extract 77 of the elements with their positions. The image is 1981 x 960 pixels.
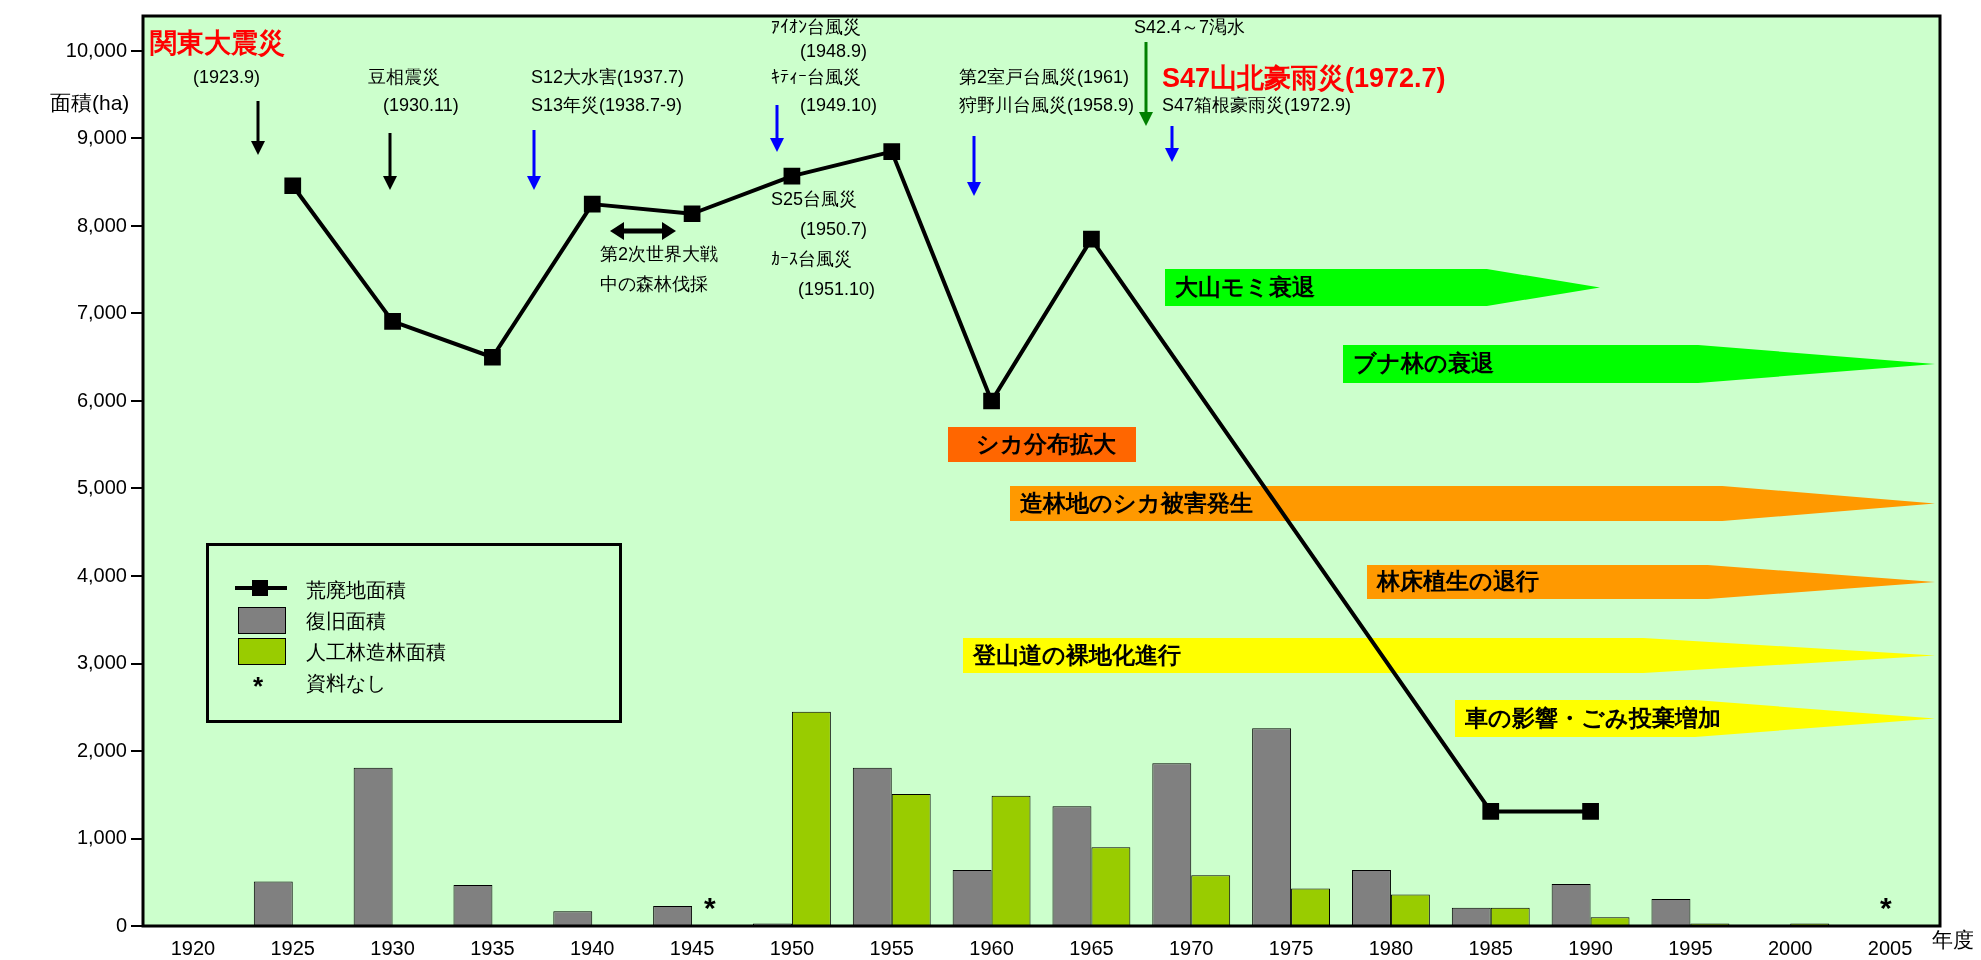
point [284,177,302,195]
annotation: S47山北豪雨災(1972.7) [1162,63,1446,93]
annotation: 大山モミ衰退 [1175,273,1315,300]
y-tick-label: 0 [115,913,127,936]
y-tick-label: 5,000 [76,476,127,499]
point [983,392,1000,410]
annotation: ｷﾃｨｰ台風災 [771,67,861,87]
annotation: (1951.10) [798,279,876,299]
annotation: (1950.7) [800,219,868,239]
x-tick-label: 1980 [1368,936,1414,959]
x-tick-label: 1995 [1668,936,1713,959]
point [883,143,901,160]
x-tick-label: 1965 [1069,936,1114,959]
annotation: (1948.9) [800,41,868,61]
point [1083,230,1100,248]
annotation: * [253,671,264,701]
annotation: 中の森林伐採 [600,274,708,294]
y-tick-label: 4,000 [76,563,127,586]
x-tick-label: 1940 [570,936,615,959]
annotation: 林床植生の退行 [1377,568,1539,594]
annotation: S42.4～7渇水 [1134,17,1246,37]
annotation: ブナ林の衰退 [1353,350,1494,376]
annotation: (1923.9) [193,67,261,87]
annotation: 第2室戸台風災(1961) [959,67,1130,87]
x-tick-label: 1950 [769,936,815,959]
legend-label: 復旧面積 [306,610,386,632]
y-tick-label: 7,000 [76,301,127,324]
y-tick-label: 3,000 [76,651,127,674]
legend-label: 荒廃地面積 [306,579,406,601]
annotation: 登山道の裸地化進行 [973,641,1181,668]
annotation: S12大水害(1937.7) [531,67,685,87]
x-tick-label: 1945 [669,936,715,959]
annotation: ｶｰｽ台風災 [771,249,852,269]
point [1482,803,1500,820]
annotation: * [1880,891,1892,924]
x-tick-label: 1960 [969,936,1014,959]
point [583,195,601,213]
annotation: S47箱根豪雨災(1972.9) [1162,95,1352,115]
x-axis-title: 年度 [1932,928,1974,951]
annotation: 資料なし [306,672,386,694]
annotation: 豆相震災 [368,67,440,87]
annotation: ｱｲｵﾝ台風災 [771,17,861,37]
annotation: 狩野川台風災(1958.9) [959,95,1135,115]
point [783,167,801,185]
y-tick-label: 1,000 [76,826,127,849]
annotation: 第2次世界大戦 [600,244,719,264]
legend-label: 人工林造林面積 [306,641,446,663]
x-tick-label: 1970 [1169,936,1214,959]
x-tick-label: 2000 [1768,936,1813,959]
annotation: (1930.11) [383,95,459,115]
y-tick-label: 6,000 [76,388,127,411]
x-tick-label: 1975 [1268,936,1314,959]
x-tick-label: 2005 [1867,936,1913,959]
x-tick-label: 1990 [1568,936,1613,959]
point [384,313,401,330]
annotation: 造林地のシカ被害発生 [1020,489,1253,516]
annotation: * [704,891,716,924]
annotation: シカ分布拡大 [976,430,1116,457]
x-tick-label: 1930 [370,936,415,959]
x-tick-label: 1955 [869,936,914,959]
x-tick-label: 1985 [1468,936,1513,959]
y-tick-label: 10,000 [65,38,127,61]
annotation: 関東大震災 [150,28,285,58]
x-tick-label: 1925 [270,936,315,959]
point [683,205,701,223]
annotation: S25台風災 [771,189,858,209]
annotation: S13年災(1938.7-9) [531,95,683,115]
y-axis-title: 面積(ha) [50,91,130,114]
annotation: (1949.10) [800,95,878,115]
x-tick-label: 1920 [170,936,216,959]
point [484,348,501,366]
annotation: 車の影響・ごみ投棄増加 [1465,704,1721,731]
x-tick-label: 1935 [470,936,515,959]
y-tick-label: 8,000 [76,213,127,236]
y-tick-label: 9,000 [76,126,127,149]
y-tick-label: 2,000 [76,738,127,761]
point [1582,803,1599,820]
